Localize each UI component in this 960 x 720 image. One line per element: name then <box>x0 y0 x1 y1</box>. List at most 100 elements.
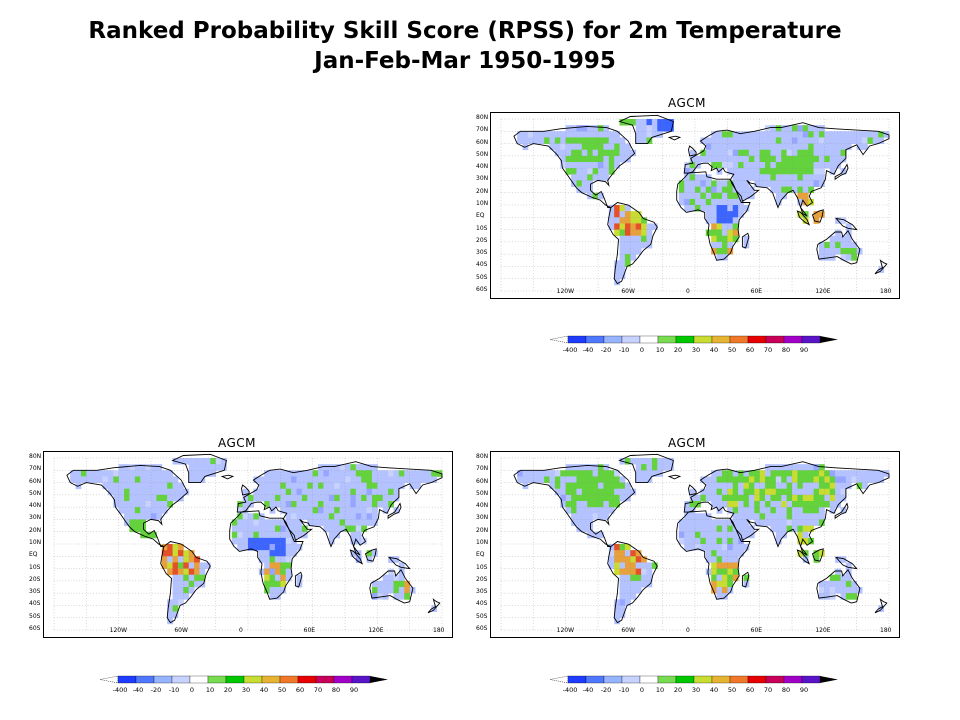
skill-cell <box>711 476 717 483</box>
skill-cell <box>177 574 184 582</box>
skill-cell <box>635 476 642 483</box>
skill-cell <box>641 556 647 563</box>
skill-cell <box>172 556 179 563</box>
skill-cell <box>608 507 615 514</box>
skill-cell <box>603 137 610 144</box>
colorbar-segment <box>747 675 767 684</box>
skill-cell <box>700 513 707 520</box>
skill-cell <box>334 507 341 514</box>
skill-cell <box>738 205 744 212</box>
skill-cell <box>824 241 831 249</box>
skill-cell <box>587 519 594 526</box>
skill-cell <box>248 519 254 526</box>
skill-cell <box>614 229 620 237</box>
skill-cell <box>156 488 163 496</box>
skill-cell <box>571 149 577 157</box>
skill-cell <box>361 501 367 508</box>
skill-cell <box>619 217 626 224</box>
skill-cell <box>592 513 599 520</box>
skill-cell <box>393 488 400 496</box>
colorbar-right-arrow <box>820 676 838 683</box>
skill-cell <box>705 494 712 502</box>
skill-cell <box>845 470 852 477</box>
skill-cell <box>738 513 744 520</box>
skill-cell <box>781 488 788 496</box>
skill-cell <box>242 544 249 551</box>
skill-cell <box>393 476 400 483</box>
skill-cell <box>129 494 136 502</box>
skill-cell <box>695 198 701 206</box>
skill-cell <box>296 476 303 483</box>
skill-cell <box>759 180 766 187</box>
skill-cell <box>350 494 357 502</box>
skill-cell <box>775 125 782 132</box>
skill-cell <box>393 470 400 477</box>
skill-cell <box>124 470 130 477</box>
skill-cell <box>813 125 820 132</box>
skill-cell <box>765 155 771 163</box>
skill-cell <box>576 513 583 520</box>
skill-cell <box>727 470 734 477</box>
skill-cell <box>334 476 341 483</box>
skill-cell <box>339 476 346 483</box>
skill-cell <box>221 464 227 471</box>
skill-cell <box>393 494 400 502</box>
skill-cell <box>635 470 642 477</box>
skill-cell <box>183 587 190 594</box>
skill-cell <box>781 494 788 502</box>
skill-cell <box>124 464 130 471</box>
skill-cell <box>560 155 567 163</box>
skill-cell <box>630 550 637 557</box>
skill-cell <box>619 599 626 606</box>
skill-cell <box>802 470 809 477</box>
skill-cell <box>248 525 254 533</box>
lat-tick-label: EQ <box>476 212 485 220</box>
skill-cell <box>307 501 314 508</box>
skill-cell <box>840 476 847 483</box>
skill-cell <box>371 488 378 496</box>
skill-cell <box>183 593 190 600</box>
skill-cell <box>231 531 238 539</box>
lat-tick-label: 60N <box>29 477 42 485</box>
lat-tick-label: 60S <box>476 286 488 293</box>
skill-cell <box>134 476 141 483</box>
skill-cell <box>732 174 739 181</box>
skill-cell <box>264 550 270 557</box>
skill-cell <box>129 464 136 471</box>
skill-cell <box>829 488 836 496</box>
colorbar-label: 80 <box>782 346 790 354</box>
coastline-europe-asia <box>683 122 890 217</box>
skill-cell <box>624 593 631 600</box>
skill-cell <box>711 470 717 477</box>
skill-cell <box>581 476 588 483</box>
skill-cell <box>624 568 631 576</box>
skill-cell <box>684 198 691 206</box>
skill-cell <box>334 525 341 533</box>
skill-cell <box>425 470 432 477</box>
skill-cell <box>668 464 674 471</box>
skill-cell <box>630 229 637 237</box>
skill-cell <box>727 544 734 551</box>
skill-cell <box>280 507 287 514</box>
skill-cell <box>732 217 739 224</box>
skill-cell <box>291 482 297 490</box>
skill-cell <box>813 217 820 224</box>
skill-cell <box>619 229 626 237</box>
skill-cell <box>581 482 588 490</box>
skill-cell <box>398 593 405 600</box>
skill-cell <box>808 137 814 144</box>
skill-cell <box>199 458 206 465</box>
skill-cell <box>614 278 620 286</box>
skill-cell <box>199 470 206 477</box>
skill-cell <box>598 192 604 200</box>
skill-cell <box>576 149 583 157</box>
skill-cell <box>743 205 750 212</box>
skill-cell <box>571 482 577 490</box>
skill-cell <box>765 507 771 514</box>
skill-cell <box>786 137 793 144</box>
skill-cell <box>797 525 804 533</box>
skill-cell <box>738 155 744 163</box>
skill-cell <box>339 519 346 526</box>
skill-cell <box>361 482 367 490</box>
skill-cell <box>754 155 761 163</box>
